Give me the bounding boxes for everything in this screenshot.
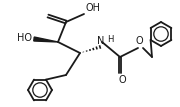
Text: H: H bbox=[107, 34, 113, 44]
Text: HO: HO bbox=[17, 33, 32, 43]
Text: O: O bbox=[118, 75, 126, 85]
Text: N: N bbox=[97, 36, 105, 46]
Text: O: O bbox=[135, 36, 143, 46]
Polygon shape bbox=[34, 37, 58, 42]
Text: OH: OH bbox=[85, 3, 100, 13]
